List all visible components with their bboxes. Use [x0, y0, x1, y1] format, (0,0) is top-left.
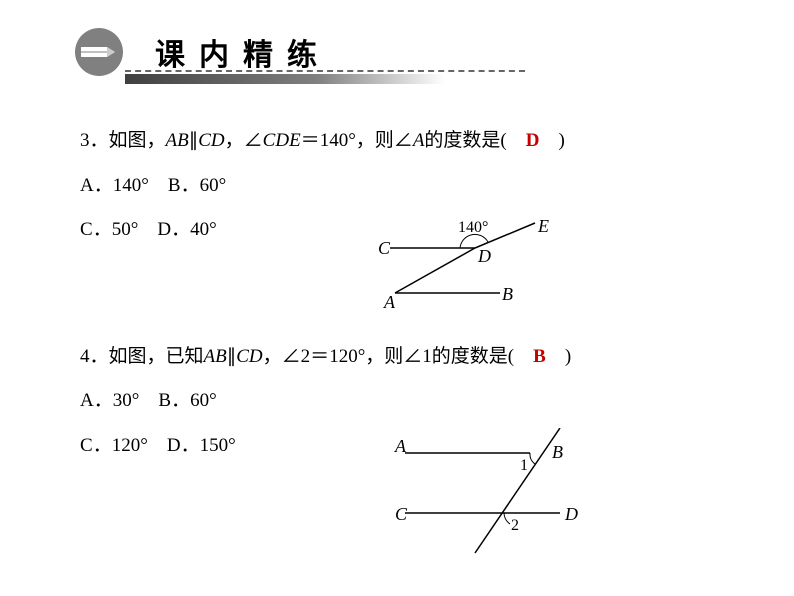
lbl-140: 140° [458, 219, 488, 236]
q4-choices-row1: A．30° B．60° [80, 388, 714, 415]
lbl-E: E [537, 218, 549, 236]
q3-blank: 的度数是( [424, 130, 525, 151]
q3-num: 3 [80, 130, 90, 151]
lbl-D: D [477, 246, 491, 266]
dashed-underline [125, 70, 525, 72]
q3-diagram: C D E A B 140° [370, 218, 570, 327]
content-area: 3．如图，AB∥CD，∠CDE＝140°，则∠A的度数是( D ) A．140°… [80, 128, 714, 478]
lbl-1: 1 [520, 457, 528, 474]
lbl-C: C [378, 238, 391, 258]
q4-num: 4 [80, 346, 90, 367]
q3-answer: D [526, 130, 540, 151]
q3-choices-row1: A．140° B．60° [80, 173, 714, 200]
lbl-2: 2 [511, 517, 519, 534]
q4-answer: B [533, 346, 546, 367]
lbl-B2: B [552, 442, 563, 462]
q4-diagram: A B C D 1 2 [380, 428, 590, 567]
lbl-C2: C [395, 504, 408, 524]
pencil-icon [75, 28, 123, 76]
q4-stem: 4．如图，已知AB∥CD，∠2＝120°，则∠1的度数是( B ) [80, 344, 714, 371]
header: 课内精练 [75, 28, 734, 88]
q3-stem: 3．如图，AB∥CD，∠CDE＝140°，则∠A的度数是( D ) [80, 128, 714, 155]
lbl-B: B [502, 284, 513, 304]
lbl-D2: D [564, 504, 578, 524]
gradient-bar [125, 74, 445, 84]
q4-blank: ，则∠1的度数是( [365, 346, 533, 367]
lbl-A2: A [394, 436, 407, 456]
page-title: 课内精练 [155, 30, 331, 74]
lbl-A: A [383, 292, 396, 312]
